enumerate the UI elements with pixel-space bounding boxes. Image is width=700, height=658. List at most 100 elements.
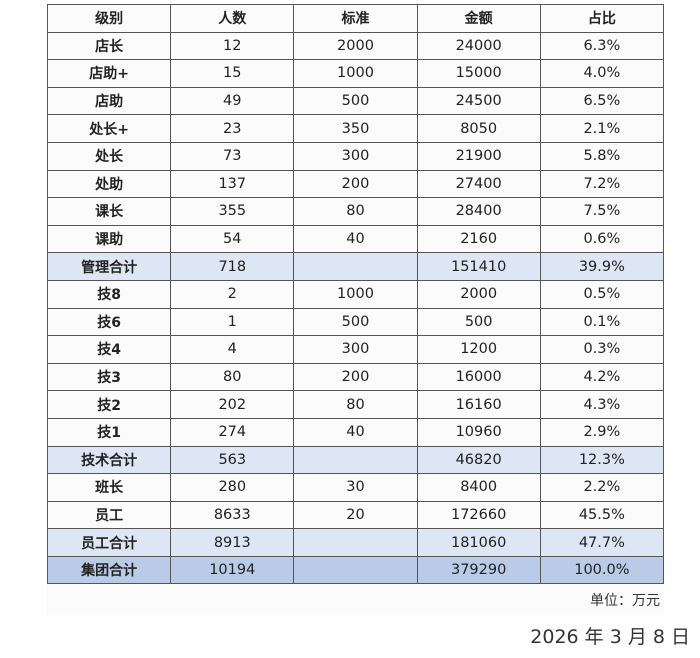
table-cell: 4.2%: [539, 362, 665, 392]
table-row: 技4 4 300 1200 0.3%: [46, 335, 665, 364]
table-cell: 30: [293, 473, 418, 502]
table-row: 处长+ 23 350 8050 2.1%: [46, 114, 665, 143]
table-cell: 202: [170, 390, 295, 419]
table-cell: 8400: [416, 473, 541, 502]
table-cell: 20: [293, 500, 418, 530]
table-cell: 0.6%: [539, 224, 665, 254]
table-row: 店长 12 2000 24000 6.3%: [46, 31, 665, 61]
table-cell: 10960: [416, 417, 541, 447]
table-cell: 技4: [46, 335, 172, 364]
table-cell: 2.1%: [539, 114, 665, 143]
table-cell: 24000: [416, 31, 541, 61]
table-cell: 0.3%: [539, 335, 665, 364]
header-row: 级别 人数 标准 金额 占比: [46, 4, 665, 33]
table-cell: 2.2%: [539, 473, 665, 502]
column-header: 金额: [416, 4, 541, 33]
table-cell: 课助: [46, 224, 172, 254]
table-cell: 45.5%: [539, 500, 665, 530]
table-cell: 16160: [416, 390, 541, 419]
table-cell: 172660: [416, 500, 541, 530]
table-cell: 管理合计: [46, 252, 172, 281]
table-row: 课长 355 80 28400 7.5%: [46, 197, 665, 226]
date-label: 2026 年 3 月 8 日: [530, 626, 690, 648]
table-cell: [293, 555, 418, 585]
table-row: 技2 202 80 16160 4.3%: [46, 390, 665, 419]
table-cell: [293, 252, 418, 281]
table-row: 技6 1 500 500 0.1%: [46, 307, 665, 337]
table-cell: 店助: [46, 86, 172, 116]
table-cell: 技3: [46, 362, 172, 392]
column-header: 级别: [46, 4, 172, 33]
table-cell: 4.3%: [539, 390, 665, 419]
table-row: 处长 73 300 21900 5.8%: [46, 141, 665, 171]
table-cell: 5.8%: [539, 141, 665, 171]
table-cell: 2: [170, 279, 295, 309]
table-cell: 500: [416, 307, 541, 337]
table-cell: 4: [170, 335, 295, 364]
table-cell: 80: [293, 197, 418, 226]
table-row: 员工 8633 20 172660 45.5%: [46, 500, 665, 530]
table-row: 技1 274 40 10960 2.9%: [46, 417, 665, 447]
grand-total-row: 集团合计 10194 379290 100.0%: [46, 555, 665, 585]
table-cell: 49: [170, 86, 295, 116]
table-cell: 16000: [416, 362, 541, 392]
table-cell: [293, 528, 418, 557]
table-row: 处助 137 200 27400 7.2%: [46, 169, 665, 199]
table-cell: 员工: [46, 500, 172, 530]
table-cell: 100.0%: [539, 555, 665, 585]
table-cell: 39.9%: [539, 252, 665, 281]
table-cell: 28400: [416, 197, 541, 226]
table-cell: 0.1%: [539, 307, 665, 337]
table-cell: 500: [293, 86, 418, 116]
table-cell: 6.3%: [539, 31, 665, 61]
table-cell: 300: [293, 141, 418, 171]
column-header: 人数: [170, 4, 295, 33]
table-cell: 181060: [416, 528, 541, 557]
table-cell: 技术合计: [46, 445, 172, 475]
table-cell: 563: [170, 445, 295, 475]
table-cell: 24500: [416, 86, 541, 116]
table-row: 班长 280 30 8400 2.2%: [46, 473, 665, 502]
table-cell: 8050: [416, 114, 541, 143]
table-cell: 7.2%: [539, 169, 665, 199]
table-row: 技3 80 200 16000 4.2%: [46, 362, 665, 392]
table-cell: 355: [170, 197, 295, 226]
table-cell: 班长: [46, 473, 172, 502]
table-cell: 80: [293, 390, 418, 419]
subtotal-row: 技术合计 563 46820 12.3%: [46, 445, 665, 475]
table-cell: 2000: [416, 279, 541, 309]
table-cell: 12: [170, 31, 295, 61]
table-cell: 处长+: [46, 114, 172, 143]
table-cell: 1000: [293, 59, 418, 88]
table-cell: 技8: [46, 279, 172, 309]
subtotal-row: 管理合计 718 151410 39.9%: [46, 252, 665, 281]
table-cell: 技2: [46, 390, 172, 419]
table-cell: 40: [293, 224, 418, 254]
table-cell: [293, 445, 418, 475]
column-header: 标准: [293, 4, 418, 33]
column-header: 占比: [539, 4, 665, 33]
table-cell: 2000: [293, 31, 418, 61]
table-cell: 54: [170, 224, 295, 254]
table-cell: 6.5%: [539, 86, 665, 116]
table-cell: 处助: [46, 169, 172, 199]
table-cell: 21900: [416, 141, 541, 171]
table-cell: 技1: [46, 417, 172, 447]
table-cell: 1000: [293, 279, 418, 309]
table-cell: 员工合计: [46, 528, 172, 557]
table-cell: 73: [170, 141, 295, 171]
table-cell: 280: [170, 473, 295, 502]
table-cell: 1: [170, 307, 295, 337]
unit-note: 单位：万元: [590, 593, 660, 609]
table-cell: 500: [293, 307, 418, 337]
table-cell: 350: [293, 114, 418, 143]
table-cell: 15000: [416, 59, 541, 88]
table-cell: 7.5%: [539, 197, 665, 226]
table-cell: 137: [170, 169, 295, 199]
table-cell: 店助+: [46, 59, 172, 88]
table-cell: 151410: [416, 252, 541, 281]
table-row: 课助 54 40 2160 0.6%: [46, 224, 665, 254]
table-cell: 47.7%: [539, 528, 665, 557]
table-cell: 课长: [46, 197, 172, 226]
table-cell: 40: [293, 417, 418, 447]
